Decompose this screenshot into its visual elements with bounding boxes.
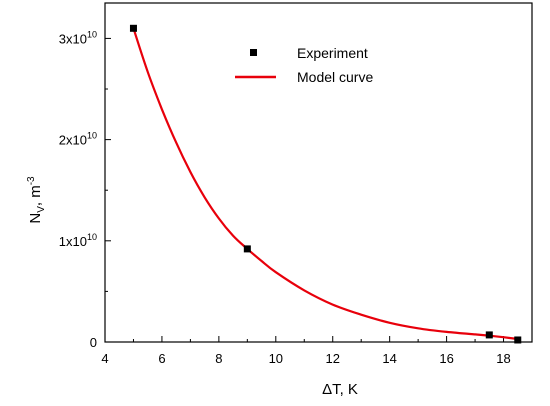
- experiment-point: [129, 24, 137, 32]
- experiment-point: [514, 336, 522, 344]
- legend-label-experiment: Experiment: [297, 45, 368, 61]
- x-tick-label: 14: [382, 351, 396, 366]
- experiment-markers-layer: [129, 24, 522, 344]
- x-tick-label: 8: [215, 351, 222, 366]
- legend-label-model-curve: Model curve: [297, 69, 373, 85]
- x-tick-label: 16: [439, 351, 453, 366]
- experiment-point: [485, 331, 493, 339]
- y-axis-title-base: N: [27, 213, 44, 224]
- y-tick-label: 2x1010: [59, 131, 97, 148]
- x-tick-label: 6: [158, 351, 165, 366]
- x-axis-title: ΔT, K: [322, 381, 358, 398]
- y-axis-title-subscript: V: [36, 206, 47, 213]
- y-tick-label: 1x1010: [59, 232, 97, 249]
- legend: Experiment Model curve: [235, 45, 373, 85]
- model-curve-layer: [132, 27, 518, 341]
- legend-marker-experiment: [250, 49, 257, 56]
- experiment-point: [243, 245, 251, 253]
- plot-area-border: [104, 2, 533, 343]
- y-axis-title: NV, m-3: [26, 176, 47, 224]
- x-tick-label: 12: [325, 351, 339, 366]
- model-curve-line: [132, 27, 518, 341]
- x-tick-label: 18: [496, 351, 510, 366]
- y-axis-ticks: 0 1x1010 2x1010 3x1010: [59, 29, 111, 350]
- plot-frame: [104, 2, 533, 343]
- y-tick-label: 3x1010: [59, 29, 97, 46]
- x-axis-ticks: 4 6 8 10 12 14 16 18: [101, 336, 511, 366]
- y-tick-label: 0: [90, 335, 97, 350]
- x-tick-label: 10: [269, 351, 283, 366]
- y-axis-title-suffix: , m: [27, 185, 44, 206]
- x-tick-label: 4: [101, 351, 108, 366]
- y-axis-title-superscript: -3: [26, 176, 37, 185]
